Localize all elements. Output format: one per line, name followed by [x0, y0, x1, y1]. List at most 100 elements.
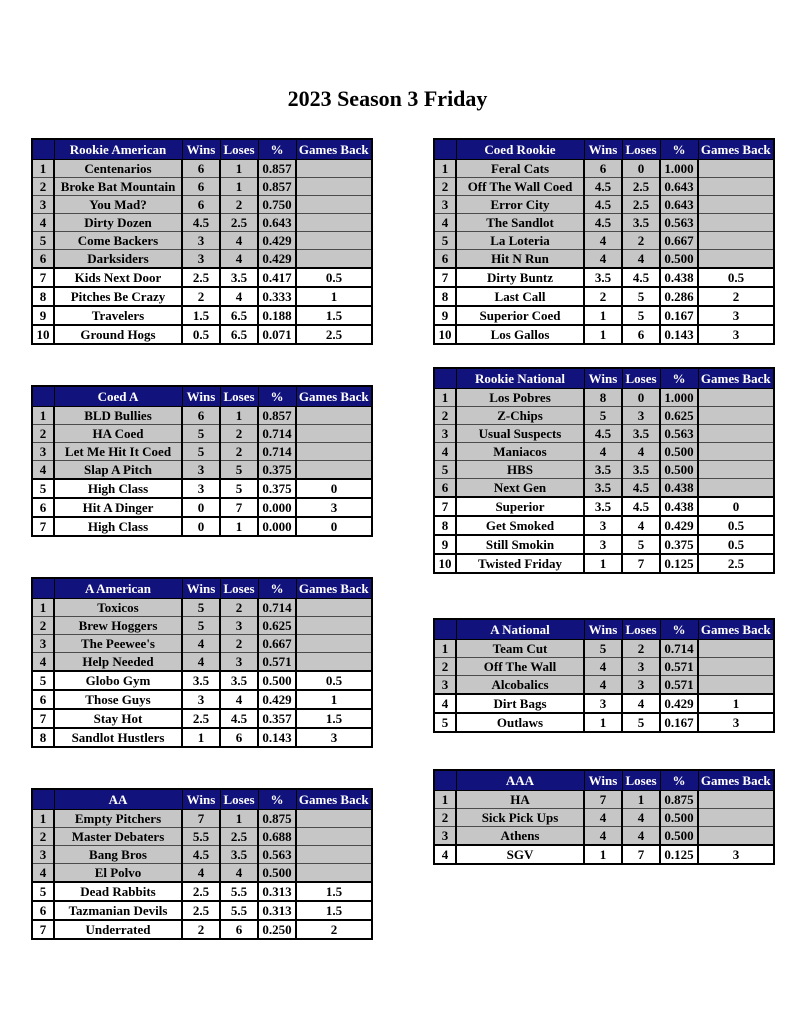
rank-column-header	[433, 618, 457, 640]
pct-cell: 0.563	[257, 845, 297, 864]
rank-cell: 9	[433, 305, 457, 326]
loses-cell: 2.5	[219, 213, 259, 232]
rank-cell: 2	[433, 177, 457, 196]
team-name-cell: Last Call	[455, 286, 585, 307]
rank-cell: 5	[433, 460, 457, 479]
loses-cell: 2	[219, 442, 259, 461]
games-back-cell: 0	[295, 478, 373, 499]
team-name-cell: Pitches Be Crazy	[53, 286, 183, 307]
table-row: 3 Athens 4 4 0.500	[433, 826, 775, 846]
team-name-cell: High Class	[53, 516, 183, 537]
rank-column-header	[31, 577, 55, 599]
loses-cell: 6.5	[219, 305, 259, 326]
rank-cell: 6	[31, 497, 55, 518]
rank-cell: 7	[31, 708, 55, 729]
loses-cell: 5.5	[219, 881, 259, 902]
rank-cell: 8	[433, 515, 457, 536]
games-back-cell: 3	[697, 712, 775, 733]
division-title: Coed Rookie	[455, 138, 585, 160]
rank-cell: 3	[31, 442, 55, 461]
loses-cell: 1	[621, 790, 661, 809]
wins-column-header: Wins	[583, 367, 623, 389]
table-row: 2 HA Coed 5 2 0.714	[31, 424, 373, 443]
games-back-cell: 1	[295, 689, 373, 710]
loses-cell: 3.5	[621, 213, 661, 232]
games-back-cell	[295, 652, 373, 672]
pct-cell: 0.571	[659, 657, 699, 676]
pct-cell: 0.714	[257, 442, 297, 461]
games-back-cell	[697, 177, 775, 196]
wins-cell: 1	[583, 324, 623, 345]
games-back-cell: 3	[295, 727, 373, 748]
loses-cell: 2	[621, 231, 661, 250]
loses-cell: 4	[621, 693, 661, 714]
table-row: 7 Underrated 2 6 0.250 2	[31, 919, 373, 940]
rank-column-header	[433, 367, 457, 389]
table-row: 1 Team Cut 5 2 0.714	[433, 639, 775, 658]
wins-cell: 0	[181, 516, 221, 537]
team-name-cell: Los Gallos	[455, 324, 585, 345]
rank-cell: 4	[31, 213, 55, 232]
wins-cell: 4	[583, 826, 623, 846]
games-back-cell	[295, 406, 373, 425]
pct-cell: 0.125	[659, 553, 699, 574]
standings-table-coed-rookie: Coed Rookie Wins Loses% Games Back 1 Feral Ca…	[433, 138, 775, 345]
rank-cell: 8	[31, 286, 55, 307]
wins-cell: 0.5	[181, 324, 221, 345]
wins-column-header: Wins	[181, 788, 221, 810]
wins-cell: 0	[181, 497, 221, 518]
games-back-cell: 2	[697, 286, 775, 307]
wins-cell: 4	[583, 675, 623, 695]
games-back-cell	[295, 634, 373, 653]
pct-cell: 0.333	[257, 286, 297, 307]
rank-cell: 4	[31, 460, 55, 480]
table-row: 8 Pitches Be Crazy 2 4 0.333 1	[31, 286, 373, 307]
loses-column-header: Loses	[219, 788, 259, 810]
team-name-cell: Dirty Dozen	[53, 213, 183, 232]
loses-cell: 4	[219, 249, 259, 269]
rank-cell: 6	[31, 900, 55, 921]
loses-cell: 6	[219, 727, 259, 748]
loses-cell: 4	[219, 863, 259, 883]
team-name-cell: Bang Bros	[53, 845, 183, 864]
loses-cell: 3.5	[621, 460, 661, 479]
pct-cell: 0.417	[257, 267, 297, 288]
table-row: 5 Outlaws 1 5 0.167 3	[433, 712, 775, 733]
team-name-cell: Superior Coed	[455, 305, 585, 326]
pct-cell: 0.500	[257, 863, 297, 883]
team-name-cell: Brew Hoggers	[53, 616, 183, 635]
team-name-cell: High Class	[53, 478, 183, 499]
wins-cell: 5	[181, 616, 221, 635]
games-back-column-header: Games Back	[295, 138, 373, 160]
table-row: 4 The Sandlot 4.5 3.5 0.563	[433, 213, 775, 232]
rank-cell: 3	[31, 634, 55, 653]
team-name-cell: The Sandlot	[455, 213, 585, 232]
table-row: 3 You Mad? 6 2 0.750	[31, 195, 373, 214]
games-back-cell	[295, 442, 373, 461]
wins-cell: 2.5	[181, 267, 221, 288]
loses-column-header: Loses	[219, 577, 259, 599]
table-row: 4 Dirty Dozen 4.5 2.5 0.643	[31, 213, 373, 232]
rank-cell: 7	[433, 496, 457, 517]
rank-cell: 3	[433, 424, 457, 443]
games-back-cell	[697, 406, 775, 425]
loses-column-header: Loses	[621, 769, 661, 791]
table-row: 1 BLD Bullies 6 1 0.857	[31, 406, 373, 425]
header-row: Coed A Wins Loses% Games Back	[31, 385, 373, 407]
loses-cell: 2.5	[621, 195, 661, 214]
team-name-cell: Stay Hot	[53, 708, 183, 729]
wins-cell: 4.5	[583, 177, 623, 196]
table-row: 6 Those Guys 3 4 0.429 1	[31, 689, 373, 710]
games-back-column-header: Games Back	[295, 788, 373, 810]
pct-cell: 0.313	[257, 900, 297, 921]
loses-cell: 2	[219, 634, 259, 653]
rank-cell: 10	[433, 553, 457, 574]
rank-cell: 4	[433, 213, 457, 232]
table-row: 2 Master Debaters 5.5 2.5 0.688	[31, 827, 373, 846]
team-name-cell: Alcobalics	[455, 675, 585, 695]
games-back-cell	[295, 598, 373, 617]
rank-cell: 2	[31, 177, 55, 196]
loses-column-header: Loses	[219, 385, 259, 407]
rank-cell: 3	[31, 845, 55, 864]
team-name-cell: Dirty Buntz	[455, 267, 585, 288]
